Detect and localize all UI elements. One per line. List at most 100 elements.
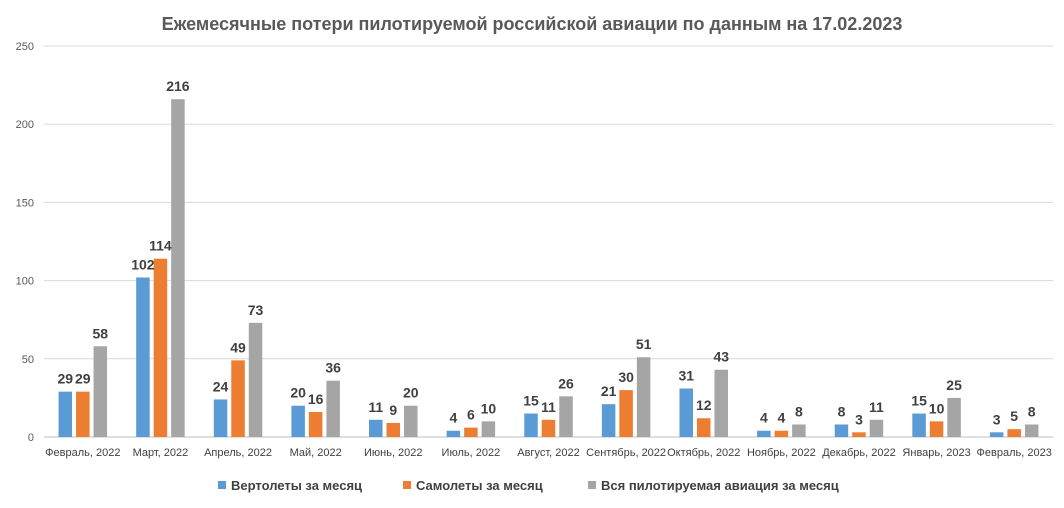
- bar: [601, 404, 616, 437]
- data-label: 15: [523, 393, 539, 409]
- data-label: 216: [166, 78, 190, 94]
- bar: [869, 419, 884, 437]
- data-label: 29: [58, 371, 74, 387]
- x-tick-label: Ноябрь, 2022: [747, 447, 816, 459]
- data-label: 30: [618, 369, 634, 385]
- bar: [213, 399, 228, 437]
- data-label: 102: [131, 256, 155, 272]
- legend-entry: Вся пилотируемая авиация за месяц: [601, 478, 839, 493]
- bar: [774, 430, 789, 437]
- bar: [481, 421, 496, 437]
- data-label: 4: [777, 410, 785, 426]
- legend-entry: Самолеты за месяц: [416, 478, 543, 493]
- bar: [947, 397, 961, 437]
- bar: [792, 424, 806, 437]
- bar: [308, 411, 323, 437]
- legend-entry: Вертолеты за месяц: [231, 478, 362, 493]
- bars: [58, 99, 1039, 438]
- legend-swatch: [588, 481, 596, 489]
- x-tick-label: Октябрь, 2022: [667, 447, 740, 459]
- data-label: 3: [855, 411, 863, 427]
- bar: [404, 405, 418, 437]
- gridlines: [44, 45, 1053, 438]
- bar: [636, 357, 651, 437]
- x-tick-label: Апрель, 2022: [204, 447, 272, 459]
- data-label: 8: [838, 403, 846, 419]
- data-label: 15: [911, 393, 927, 409]
- bar: [58, 391, 73, 437]
- legend: Вертолеты за месяц Самолеты за месяц Вся п…: [218, 478, 839, 493]
- x-tick-label: Июнь, 2022: [364, 447, 423, 459]
- y-tick-label: 150: [16, 197, 34, 209]
- data-label: 11: [541, 399, 556, 415]
- bar: [989, 432, 1004, 437]
- data-label: 26: [558, 375, 574, 391]
- bar: [834, 424, 849, 437]
- bar: [326, 380, 340, 437]
- x-tick-label: Февраль, 2023: [977, 447, 1052, 459]
- x-axis-ticks: Февраль, 2022 Март, 2022 Апрель, 2022 Май, …: [45, 447, 1052, 459]
- bar: [559, 396, 573, 437]
- data-label: 5: [1010, 408, 1018, 424]
- data-label: 10: [481, 400, 497, 416]
- data-label: 20: [290, 385, 306, 401]
- data-label: 9: [389, 402, 397, 418]
- data-label: 58: [93, 325, 109, 341]
- bar: [248, 322, 263, 437]
- y-tick-label: 200: [16, 119, 34, 131]
- y-tick-label: 250: [16, 41, 34, 53]
- bar: [757, 430, 771, 437]
- data-label: 8: [1028, 403, 1036, 419]
- bar: [231, 360, 245, 437]
- data-label: 24: [213, 378, 229, 394]
- bar: [679, 388, 693, 437]
- data-label: 3: [993, 411, 1001, 427]
- data-label: 31: [678, 368, 694, 384]
- bar: [912, 413, 926, 437]
- data-label: 16: [308, 391, 324, 407]
- data-label: 4: [760, 410, 768, 426]
- bar: [929, 421, 944, 437]
- data-label: 21: [601, 383, 617, 399]
- bar: [619, 390, 633, 437]
- data-label: 49: [230, 339, 246, 355]
- x-tick-label: Сентябрь, 2022: [586, 447, 666, 459]
- bar: [369, 419, 383, 437]
- data-label: 11: [368, 399, 383, 415]
- data-label: 6: [467, 407, 475, 423]
- data-label: 36: [325, 360, 341, 376]
- y-tick-label: 100: [16, 276, 34, 288]
- bar: [136, 277, 150, 437]
- bar: [76, 391, 90, 437]
- data-label: 73: [248, 302, 264, 318]
- y-tick-label: 50: [22, 354, 34, 366]
- bar: [541, 419, 556, 437]
- bar: [1024, 424, 1039, 437]
- bar: [464, 427, 478, 437]
- data-label: 20: [403, 385, 419, 401]
- y-axis-ticks: 0 50 100 150 200 250: [16, 41, 34, 444]
- data-label: 12: [696, 397, 712, 413]
- legend-swatch: [218, 481, 226, 489]
- bar: [93, 346, 108, 437]
- data-label: 11: [869, 399, 884, 415]
- x-tick-label: Июль, 2022: [442, 447, 501, 459]
- x-tick-label: Декабрь, 2022: [822, 447, 895, 459]
- data-label: 25: [946, 377, 962, 393]
- bar: [852, 432, 866, 437]
- data-label: 51: [636, 336, 652, 352]
- x-tick-label: Август, 2022: [517, 447, 579, 459]
- bar: [714, 369, 728, 437]
- data-label: 8: [795, 403, 803, 419]
- data-label: 114: [149, 238, 172, 254]
- bar: [696, 418, 711, 437]
- chart-title: Ежемесячные потери пилотируемой российск…: [162, 14, 903, 34]
- legend-swatch: [403, 481, 411, 489]
- bar: [446, 430, 461, 437]
- y-tick-label: 0: [28, 432, 34, 444]
- bar: [153, 258, 168, 437]
- x-tick-label: Май, 2022: [290, 447, 342, 459]
- data-label: 4: [449, 410, 457, 426]
- data-label: 29: [75, 371, 91, 387]
